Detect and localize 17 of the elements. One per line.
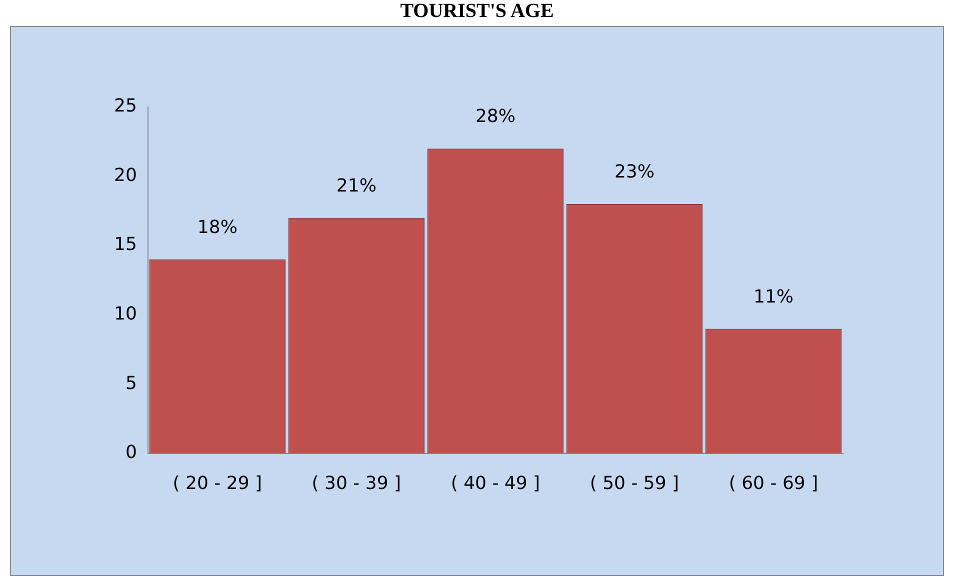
- y-tick-label: 10: [114, 304, 137, 325]
- annotation: 23%: [614, 162, 654, 183]
- annotation: 18%: [197, 217, 238, 238]
- annotation: 28%: [475, 106, 516, 128]
- y-tick-label: 0: [125, 442, 137, 464]
- x-tick-label: ( 20 - 29 ]: [172, 472, 262, 494]
- x-tick-label: ( 60 - 69 ]: [728, 472, 818, 494]
- y-tick-label: 15: [114, 234, 137, 256]
- x-tick-label: ( 30 - 39 ]: [312, 472, 402, 494]
- y-tick-label: 20: [114, 164, 137, 186]
- y-tick-label: 25: [114, 96, 137, 117]
- annotation: 21%: [336, 176, 376, 197]
- annotation: 11%: [753, 286, 794, 308]
- y-tick-label: 5: [125, 372, 137, 394]
- chart-title: TOURIST'S AGE: [399, 0, 555, 22]
- x-tick-label: ( 50 - 59 ]: [590, 472, 680, 494]
- x-tick-label: ( 40 - 49 ]: [450, 472, 540, 494]
